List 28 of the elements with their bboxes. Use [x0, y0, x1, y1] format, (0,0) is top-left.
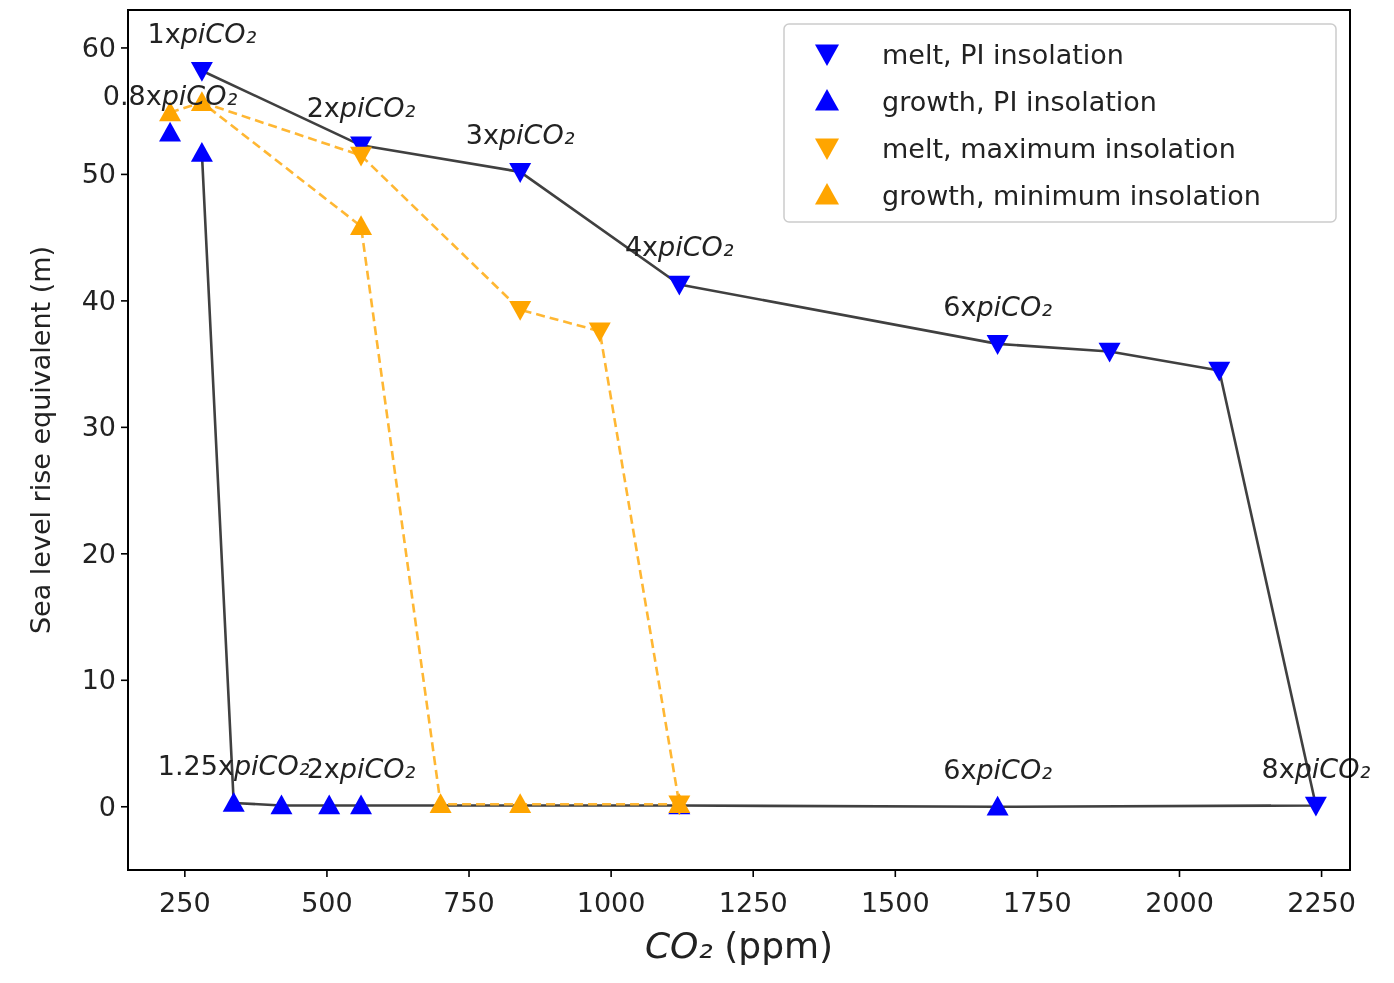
x-tick-label: 1000: [576, 887, 646, 918]
annotation: 2xpiCO₂: [306, 92, 416, 124]
y-tick-label: 40: [81, 284, 116, 316]
legend-label: melt, PI insolation: [882, 39, 1124, 70]
x-tick-label: 750: [443, 887, 495, 918]
x-tick-label: 250: [159, 887, 211, 918]
y-tick-label: 50: [81, 158, 116, 190]
annotation: 6xpiCO₂: [943, 753, 1053, 785]
x-axis-title: CO₂ (ppm): [644, 925, 834, 966]
x-tick-label: 1250: [718, 887, 788, 918]
x-tick-label: 2250: [1287, 887, 1356, 918]
y-tick-label: 0: [98, 790, 116, 822]
annotation: 4xpiCO₂: [624, 231, 734, 263]
y-tick-label: 60: [81, 31, 116, 63]
annotation: 6xpiCO₂: [943, 290, 1053, 322]
x-tick-label: 2000: [1145, 887, 1214, 918]
y-axis-title: Sea level rise equivalent (m): [25, 245, 56, 635]
y-tick-label: 10: [81, 664, 116, 696]
annotation: 1xpiCO₂: [147, 17, 257, 49]
annotation: 3xpiCO₂: [465, 118, 575, 150]
x-tick-label: 500: [301, 887, 353, 918]
x-tick-label: 1750: [1003, 887, 1072, 918]
y-tick-label: 20: [81, 537, 116, 569]
legend-label: growth, PI insolation: [882, 86, 1157, 117]
x-tick-label: 1500: [860, 887, 930, 918]
legend-label: melt, maximum insolation: [882, 133, 1236, 164]
legend-label: growth, minimum insolation: [882, 180, 1261, 211]
y-tick-label: 30: [81, 411, 116, 443]
